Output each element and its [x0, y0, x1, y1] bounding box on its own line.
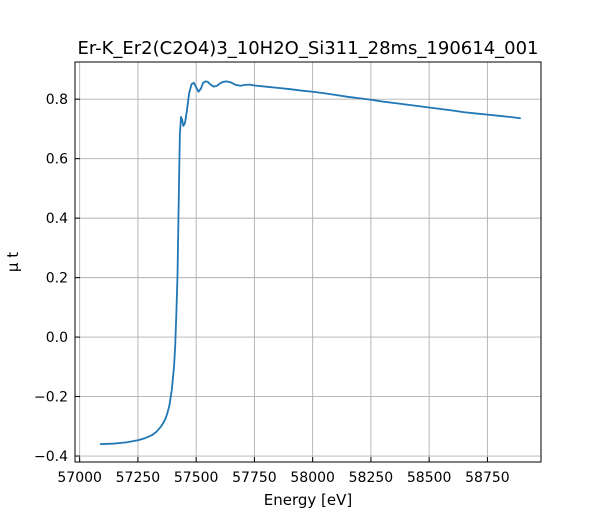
y-tick-label: 0.2 [46, 271, 68, 287]
y-tick-label: 0.6 [46, 152, 68, 168]
x-tick-label: 57500 [174, 470, 219, 486]
x-tick-label: 58750 [465, 470, 510, 486]
x-tick-label: 57250 [116, 470, 161, 486]
plot-area: 57000 57250 57500 57750 58000 58250 58500 58750… [34, 61, 542, 486]
y-tick-label: −0.2 [34, 390, 68, 406]
x-axis-label: Energy [eV] [264, 491, 352, 509]
x-tick-label: 58500 [407, 470, 452, 486]
x-tick-label: 57000 [57, 470, 102, 486]
x-tick-label: 58250 [349, 470, 394, 486]
plot-frame [74, 61, 542, 463]
y-tick-label: 0.8 [46, 92, 68, 108]
y-tick-label: −0.4 [34, 449, 68, 465]
y-tick-label: 0.4 [46, 211, 68, 227]
x-tick-label: 58000 [290, 470, 335, 486]
x-tick-label: 57750 [232, 470, 277, 486]
series-line [99, 80, 521, 446]
chart-title: Er-K_Er2(C2O4)3_10H2O_Si311_28ms_190614_… [77, 38, 538, 59]
y-tick-label: 0.0 [46, 330, 68, 346]
y-axis-label: μ t [4, 252, 22, 272]
